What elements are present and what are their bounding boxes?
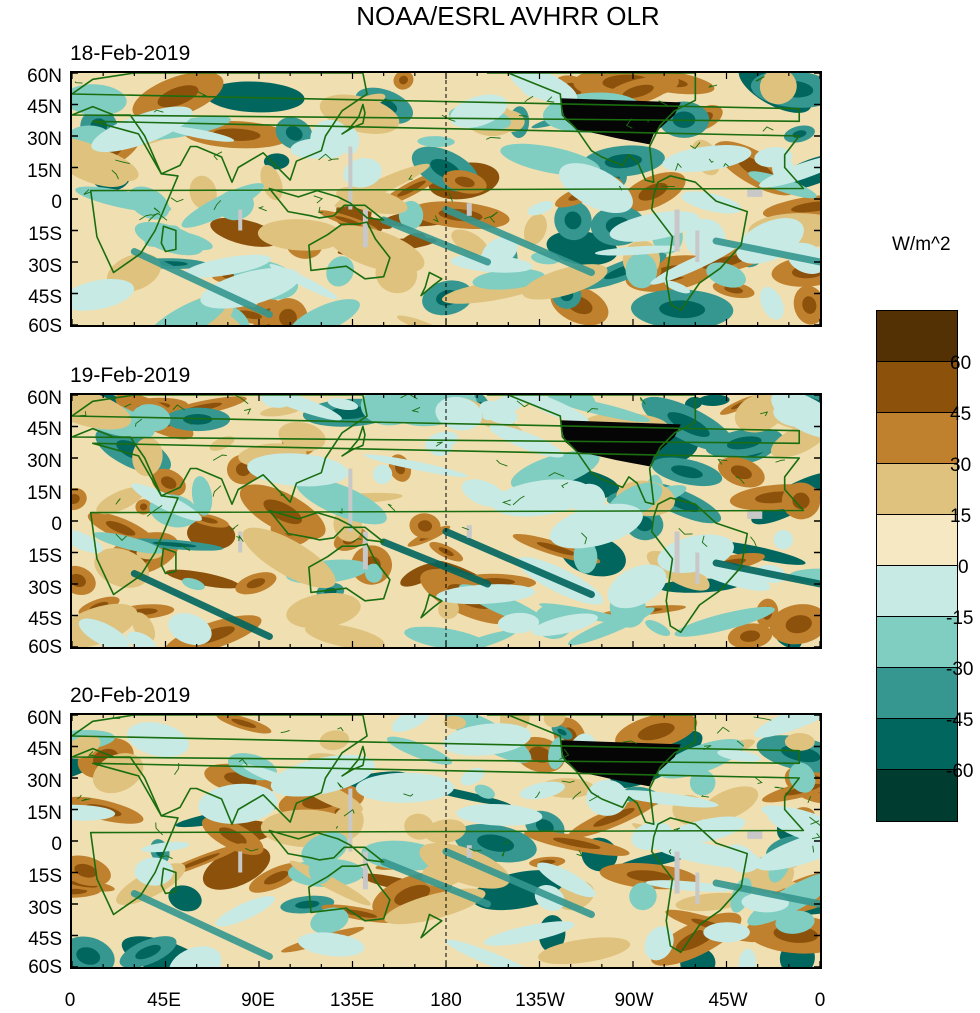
lat-label: 15N <box>27 161 62 182</box>
colorbar-segment <box>877 668 957 719</box>
lat-label: 60S <box>28 316 62 337</box>
colorbar-label: -60 <box>946 761 974 782</box>
lat-label: 0 <box>51 192 62 213</box>
lat-label: 0 <box>51 834 62 855</box>
lat-label: 15N <box>27 483 62 504</box>
lon-label: 180 <box>430 990 462 1011</box>
lat-label: 45S <box>28 929 62 950</box>
colorbar-label: -45 <box>946 710 974 731</box>
lat-label: 45S <box>28 287 62 308</box>
lon-label: 0 <box>814 990 826 1011</box>
colorbar-label: 45 <box>950 404 972 425</box>
lat-label: 15S <box>28 866 62 887</box>
colorbar <box>876 310 958 822</box>
lat-label: 45S <box>28 609 62 630</box>
lon-label: 90W <box>614 990 654 1011</box>
lat-label: 30N <box>27 129 62 150</box>
olr-anomaly-map-3 <box>72 715 820 967</box>
colorbar-label: 15 <box>950 506 972 527</box>
colorbar-unit: W/m^2 <box>892 234 951 255</box>
lat-label: 30S <box>28 578 62 599</box>
lat-label: 15N <box>27 803 62 824</box>
colorbar-segment <box>877 515 957 566</box>
lat-label: 15S <box>28 546 62 567</box>
olr-anomaly-map-2 <box>72 395 820 647</box>
lat-label: 60N <box>27 66 62 87</box>
lat-label: 0 <box>51 514 62 535</box>
colorbar-segment <box>877 311 957 362</box>
lon-label: 135W <box>515 990 565 1011</box>
lon-label: 90E <box>241 990 275 1011</box>
colorbar-label: 30 <box>950 455 972 476</box>
colorbar-label: -15 <box>946 608 974 629</box>
lat-label: 15S <box>28 224 62 245</box>
lon-label: 45W <box>708 990 748 1011</box>
lat-label: 60S <box>28 957 62 978</box>
colorbar-segment <box>877 413 957 464</box>
colorbar-label: -30 <box>946 659 974 680</box>
lat-label: 60N <box>27 708 62 729</box>
colorbar-segment <box>877 719 957 770</box>
lon-label: 45E <box>147 990 181 1011</box>
lat-label: 45N <box>27 97 62 118</box>
map-panel-3 <box>70 713 822 969</box>
lat-label: 30S <box>28 256 62 277</box>
map-panel-2 <box>70 393 822 649</box>
lat-label: 60N <box>27 388 62 409</box>
figure-title: NOAA/ESRL AVHRR OLR <box>356 1 660 31</box>
colorbar-segment <box>877 770 957 821</box>
olr-anomaly-map-1 <box>72 73 820 325</box>
lat-label: 30S <box>28 898 62 919</box>
lat-label: 45N <box>27 419 62 440</box>
colorbar-segment <box>877 566 957 617</box>
panel-2-date: 19-Feb-2019 <box>70 364 191 387</box>
colorbar-label: 0 <box>958 557 969 578</box>
panel-1-date: 18-Feb-2019 <box>70 42 191 65</box>
lat-label: 30N <box>27 771 62 792</box>
panel-3-date: 20-Feb-2019 <box>70 684 191 707</box>
lat-label: 60S <box>28 637 62 658</box>
map-panel-1 <box>70 71 822 327</box>
colorbar-segment <box>877 464 957 515</box>
colorbar-segment <box>877 362 957 413</box>
colorbar-label: 60 <box>950 353 972 374</box>
lon-label: 135E <box>329 990 375 1011</box>
colorbar-segment <box>877 617 957 668</box>
lon-label: 0 <box>64 990 76 1011</box>
lat-label: 45N <box>27 739 62 760</box>
lat-label: 30N <box>27 451 62 472</box>
